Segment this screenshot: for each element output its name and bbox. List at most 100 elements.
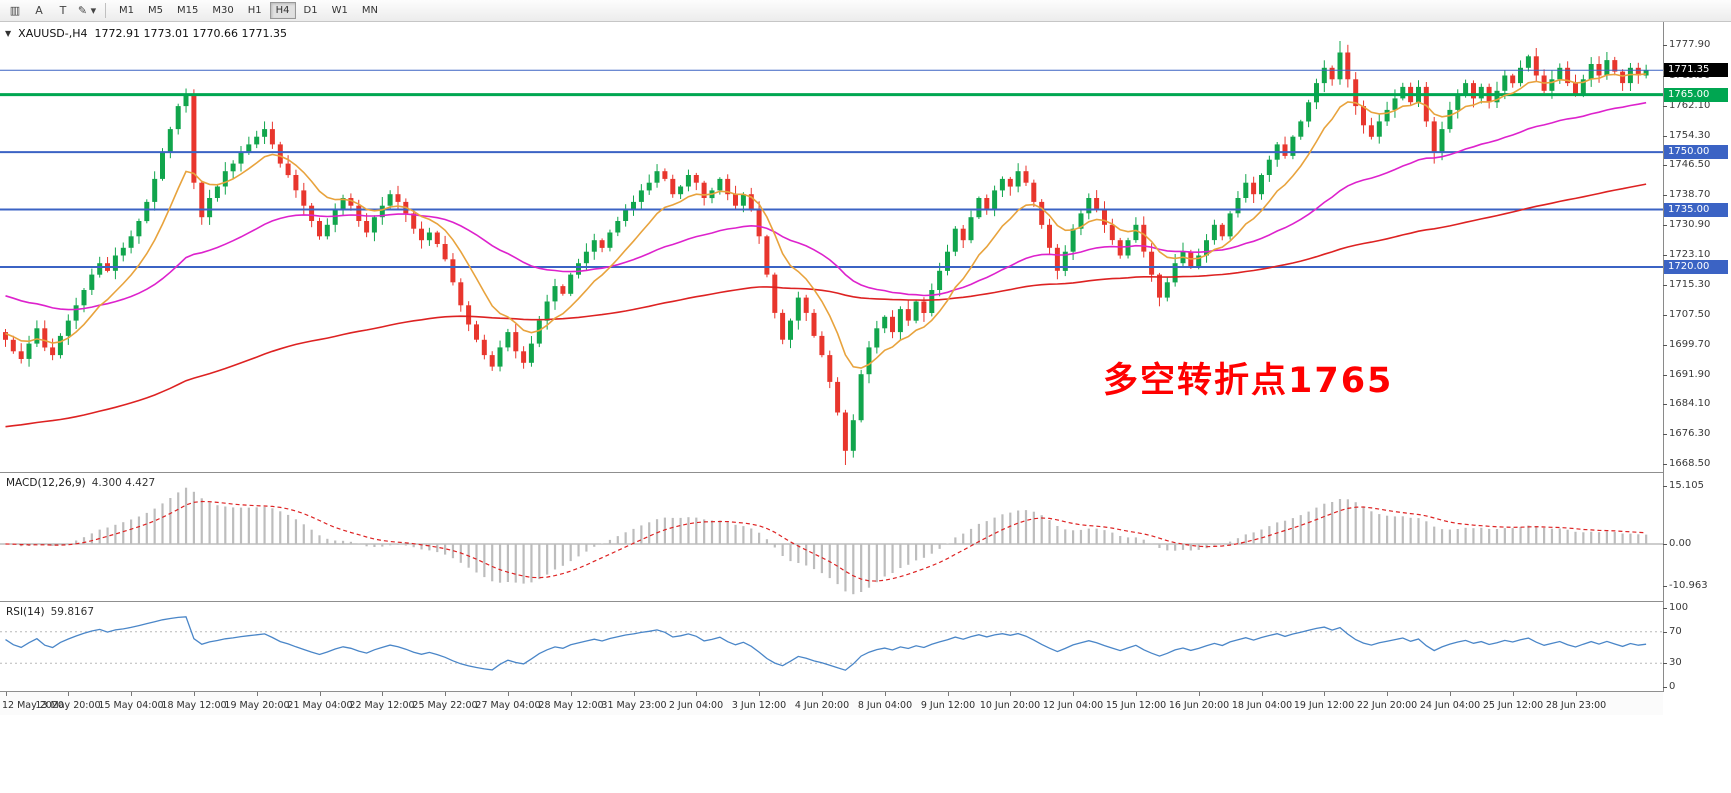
time-axis-tick <box>68 692 69 696</box>
time-axis-label: 28 Jun 23:00 <box>1545 700 1607 711</box>
time-axis-tick <box>131 692 132 696</box>
price-axis-label: 1684.10 <box>1669 398 1711 409</box>
price-axis-tick <box>1663 434 1667 435</box>
price-axis-tick <box>1663 255 1667 256</box>
time-axis-label: 22 May 12:00 <box>349 700 415 711</box>
time-axis-label: 18 Jun 04:00 <box>1231 700 1293 711</box>
price-axis-tick <box>1663 195 1667 196</box>
time-axis-tick <box>759 692 760 696</box>
time-axis[interactable]: 12 May 2020 13 May 20:00 15 May 04:00 18 Ma… <box>0 692 1663 715</box>
toolbar-icons: ▥ A T ✎ ▾ <box>4 2 98 19</box>
ma-medium-line <box>5 101 1647 311</box>
cursor-tool-icon[interactable]: A <box>35 4 43 17</box>
time-axis-label: 21 May 04:00 <box>287 700 353 711</box>
price-axis-label: 1699.70 <box>1669 339 1711 350</box>
time-axis-label: 19 May 20:00 <box>224 700 290 711</box>
price-axis-label: 1754.30 <box>1669 130 1711 141</box>
chart-dropdown-icon[interactable]: ▼ <box>5 29 12 38</box>
price-axis-label: 1715.30 <box>1669 279 1711 290</box>
macd-axis-tick <box>1663 544 1667 545</box>
timeframe-d1[interactable]: D1 <box>303 5 318 16</box>
price-badge-1765.00: 1765.00 <box>1664 88 1728 102</box>
macd-axis-label: 15.105 <box>1669 480 1704 491</box>
draw-tool-icon[interactable]: ✎ ▾ <box>77 4 97 17</box>
price-axis-label: 1738.70 <box>1669 189 1711 200</box>
price-axis-tick <box>1663 165 1667 166</box>
time-axis-label: 15 May 04:00 <box>98 700 164 711</box>
macd-axis-tick <box>1663 586 1667 587</box>
chart-window[interactable]: ▼ XAUUSD-,H4 1772.91 1773.01 1770.66 177… <box>0 22 1731 793</box>
price-axis-tick <box>1663 464 1667 465</box>
timeframe-m5[interactable]: M5 <box>148 5 163 16</box>
macd-indicator-label: MACD(12,26,9) 4.300 4.427 <box>6 477 156 489</box>
macd-axis-label: 0.00 <box>1669 538 1692 549</box>
timeframe-m1[interactable]: M1 <box>119 5 134 16</box>
price-axis-label: 1777.90 <box>1669 39 1711 50</box>
time-axis-tick <box>508 692 509 696</box>
macd-canvas[interactable] <box>0 473 1731 601</box>
main-chart-canvas[interactable] <box>0 22 1731 472</box>
time-axis-tick <box>571 692 572 696</box>
time-axis-tick <box>1387 692 1388 696</box>
time-axis-label: 27 May 04:00 <box>475 700 541 711</box>
price-axis-label: 1691.90 <box>1669 369 1711 380</box>
price-axis-tick <box>1663 106 1667 107</box>
macd-signal-line <box>5 500 1647 582</box>
timeframe-w1[interactable]: W1 <box>331 5 348 16</box>
price-axis-label: 1723.10 <box>1669 249 1711 260</box>
panel-separator[interactable] <box>0 601 1663 602</box>
price-axis-tick <box>1663 285 1667 286</box>
time-axis-label: 3 Jun 12:00 <box>731 700 787 711</box>
macd-axis-label: -10.963 <box>1669 580 1708 591</box>
rsi-axis-tick <box>1663 663 1667 664</box>
time-axis-label: 19 Jun 12:00 <box>1293 700 1355 711</box>
time-axis-label: 25 Jun 12:00 <box>1482 700 1544 711</box>
time-axis-tick <box>822 692 823 696</box>
timeframe-mn[interactable]: MN <box>361 5 378 16</box>
price-axis-label: 1676.30 <box>1669 428 1711 439</box>
time-axis-label: 25 May 22:00 <box>412 700 478 711</box>
toolbar-separator <box>105 3 106 18</box>
rsi-axis-label: 70 <box>1669 626 1682 637</box>
timeframe-m30[interactable]: M30 <box>212 5 234 16</box>
time-axis-label: 12 Jun 04:00 <box>1042 700 1104 711</box>
price-badge-1750.00: 1750.00 <box>1664 145 1728 159</box>
panel-separator[interactable] <box>0 472 1663 473</box>
chart-windows-icon[interactable]: ▥ <box>9 4 21 17</box>
rsi-canvas[interactable] <box>0 602 1731 691</box>
text-tool-icon[interactable]: T <box>59 4 67 17</box>
price-axis-label: 1730.90 <box>1669 219 1711 230</box>
price-axis-label: 1707.50 <box>1669 309 1711 320</box>
rsi-axis-label: 30 <box>1669 657 1682 668</box>
time-axis-label: 8 Jun 04:00 <box>857 700 913 711</box>
candlesticks <box>3 41 1649 465</box>
price-axis-tick <box>1663 404 1667 405</box>
timeframe-h4[interactable]: H4 <box>269 2 296 19</box>
toolbar: ▥ A T ✎ ▾ M1 M5 M15 M30 H1 H4 D1 W1 MN <box>0 0 1731 22</box>
time-axis-label: 31 May 23:00 <box>601 700 667 711</box>
time-axis-label: 28 May 12:00 <box>538 700 604 711</box>
time-axis-label: 16 Jun 20:00 <box>1168 700 1230 711</box>
rsi-axis-tick <box>1663 687 1667 688</box>
timeframe-h1[interactable]: H1 <box>247 5 262 16</box>
price-axis-tick <box>1663 345 1667 346</box>
rsi-axis-label: 100 <box>1669 602 1689 613</box>
ma-fast-line <box>5 73 1647 369</box>
time-axis-label: 10 Jun 20:00 <box>979 700 1041 711</box>
chart-annotation-text: 多空转折点1765 <box>1103 361 1394 401</box>
time-axis-tick <box>194 692 195 696</box>
chart-title: ▼ XAUUSD-,H4 1772.91 1773.01 1770.66 177… <box>5 27 287 40</box>
time-axis-label: 24 Jun 04:00 <box>1419 700 1481 711</box>
macd-histogram <box>12 487 1648 595</box>
time-axis-tick <box>382 692 383 696</box>
macd-axis-tick <box>1663 486 1667 487</box>
time-axis-tick <box>1324 692 1325 696</box>
timeframe-buttons: M1 M5 M15 M30 H1 H4 D1 W1 MN <box>113 2 384 19</box>
time-axis-tick <box>1513 692 1514 696</box>
rsi-axis-label: 0 <box>1669 681 1676 692</box>
rsi-axis-tick <box>1663 632 1667 633</box>
timeframe-m15[interactable]: M15 <box>177 5 199 16</box>
time-axis-label: 2 Jun 04:00 <box>668 700 724 711</box>
time-axis-tick <box>1073 692 1074 696</box>
